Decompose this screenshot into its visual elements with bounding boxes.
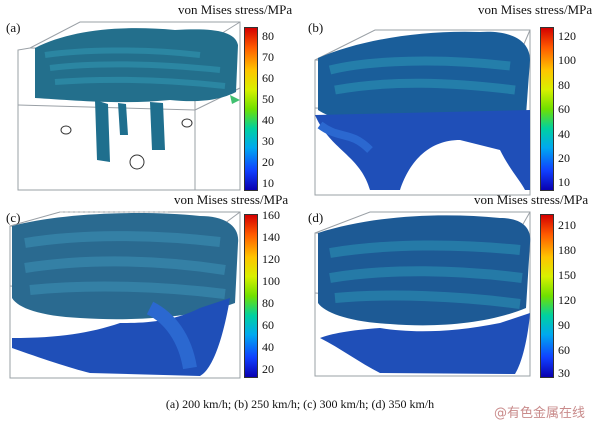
panel-d-tick: 210 — [558, 218, 576, 232]
panel-d-colorbar-title: von Mises stress/MPa — [474, 192, 589, 207]
panel-b-tick: 40 — [558, 127, 570, 141]
panel-c-render — [9, 211, 241, 379]
panel-c-label: (c) — [6, 210, 21, 225]
panel-d-tick: 90 — [558, 318, 570, 332]
panel-a: (a) von Mises stress/MPa 80 70 60 50 40 … — [0, 0, 300, 205]
panel-a-tick: 70 — [262, 50, 274, 64]
panel-a-render — [17, 21, 241, 191]
panel-d-tick: 120 — [558, 293, 576, 307]
panel-b-render — [314, 29, 531, 196]
panel-c-tick: 60 — [262, 318, 274, 332]
panel-d: (d) von Mises stress/MPa 210 180 150 120… — [300, 192, 600, 396]
panel-c-colorbar — [244, 214, 258, 378]
panel-a-tick: 10 — [262, 176, 274, 190]
panel-c-tick: 140 — [262, 230, 280, 244]
panel-d-label: (d) — [308, 210, 324, 225]
panel-a-tick: 40 — [262, 113, 274, 127]
panel-b-tick: 20 — [558, 151, 570, 165]
panel-a-colorbar — [244, 27, 258, 191]
panel-d-tick: 150 — [558, 268, 576, 282]
panel-c-colorbar-title: von Mises stress/MPa — [174, 192, 289, 207]
panel-b-colorbar-title: von Mises stress/MPa — [478, 2, 593, 17]
figure-caption: (a) 200 km/h; (b) 250 km/h; (c) 300 km/h… — [165, 397, 435, 411]
panel-a-tick: 30 — [262, 134, 274, 148]
panel-c-tick: 40 — [262, 340, 274, 354]
panel-c-tick: 160 — [262, 208, 280, 222]
panel-d-tick: 30 — [558, 366, 570, 380]
panel-a-colorbar-title: von Mises stress/MPa — [178, 2, 293, 17]
panel-a-label: (a) — [6, 20, 21, 35]
panel-a-tick: 60 — [262, 71, 274, 85]
panel-d-tick: 60 — [558, 343, 570, 357]
panel-b-tick: 100 — [558, 53, 576, 67]
panel-c: (c) von Mises stress/MPa 160 140 120 100… — [0, 192, 300, 396]
panel-b: (b) von Mises stress/MPa 120 100 80 60 4… — [300, 0, 600, 205]
panel-d-render — [314, 211, 531, 377]
panel-c-tick: 100 — [262, 274, 280, 288]
panel-c-tick: 20 — [262, 362, 274, 376]
panel-b-tick: 80 — [558, 78, 570, 92]
panel-a-tick: 20 — [262, 155, 274, 169]
panel-d-tick: 180 — [558, 243, 576, 257]
panel-d-colorbar — [540, 214, 554, 378]
panel-b-tick: 120 — [558, 29, 576, 43]
panel-b-tick: 60 — [558, 102, 570, 116]
panel-b-label: (b) — [308, 20, 324, 35]
watermark: @有色金属在线 — [494, 406, 586, 421]
panel-b-colorbar — [540, 27, 554, 191]
panel-c-tick: 80 — [262, 296, 274, 310]
panel-c-tick: 120 — [262, 252, 280, 266]
panel-a-tick: 80 — [262, 29, 274, 43]
panel-b-tick: 10 — [558, 175, 570, 189]
panel-a-tick: 50 — [262, 92, 274, 106]
